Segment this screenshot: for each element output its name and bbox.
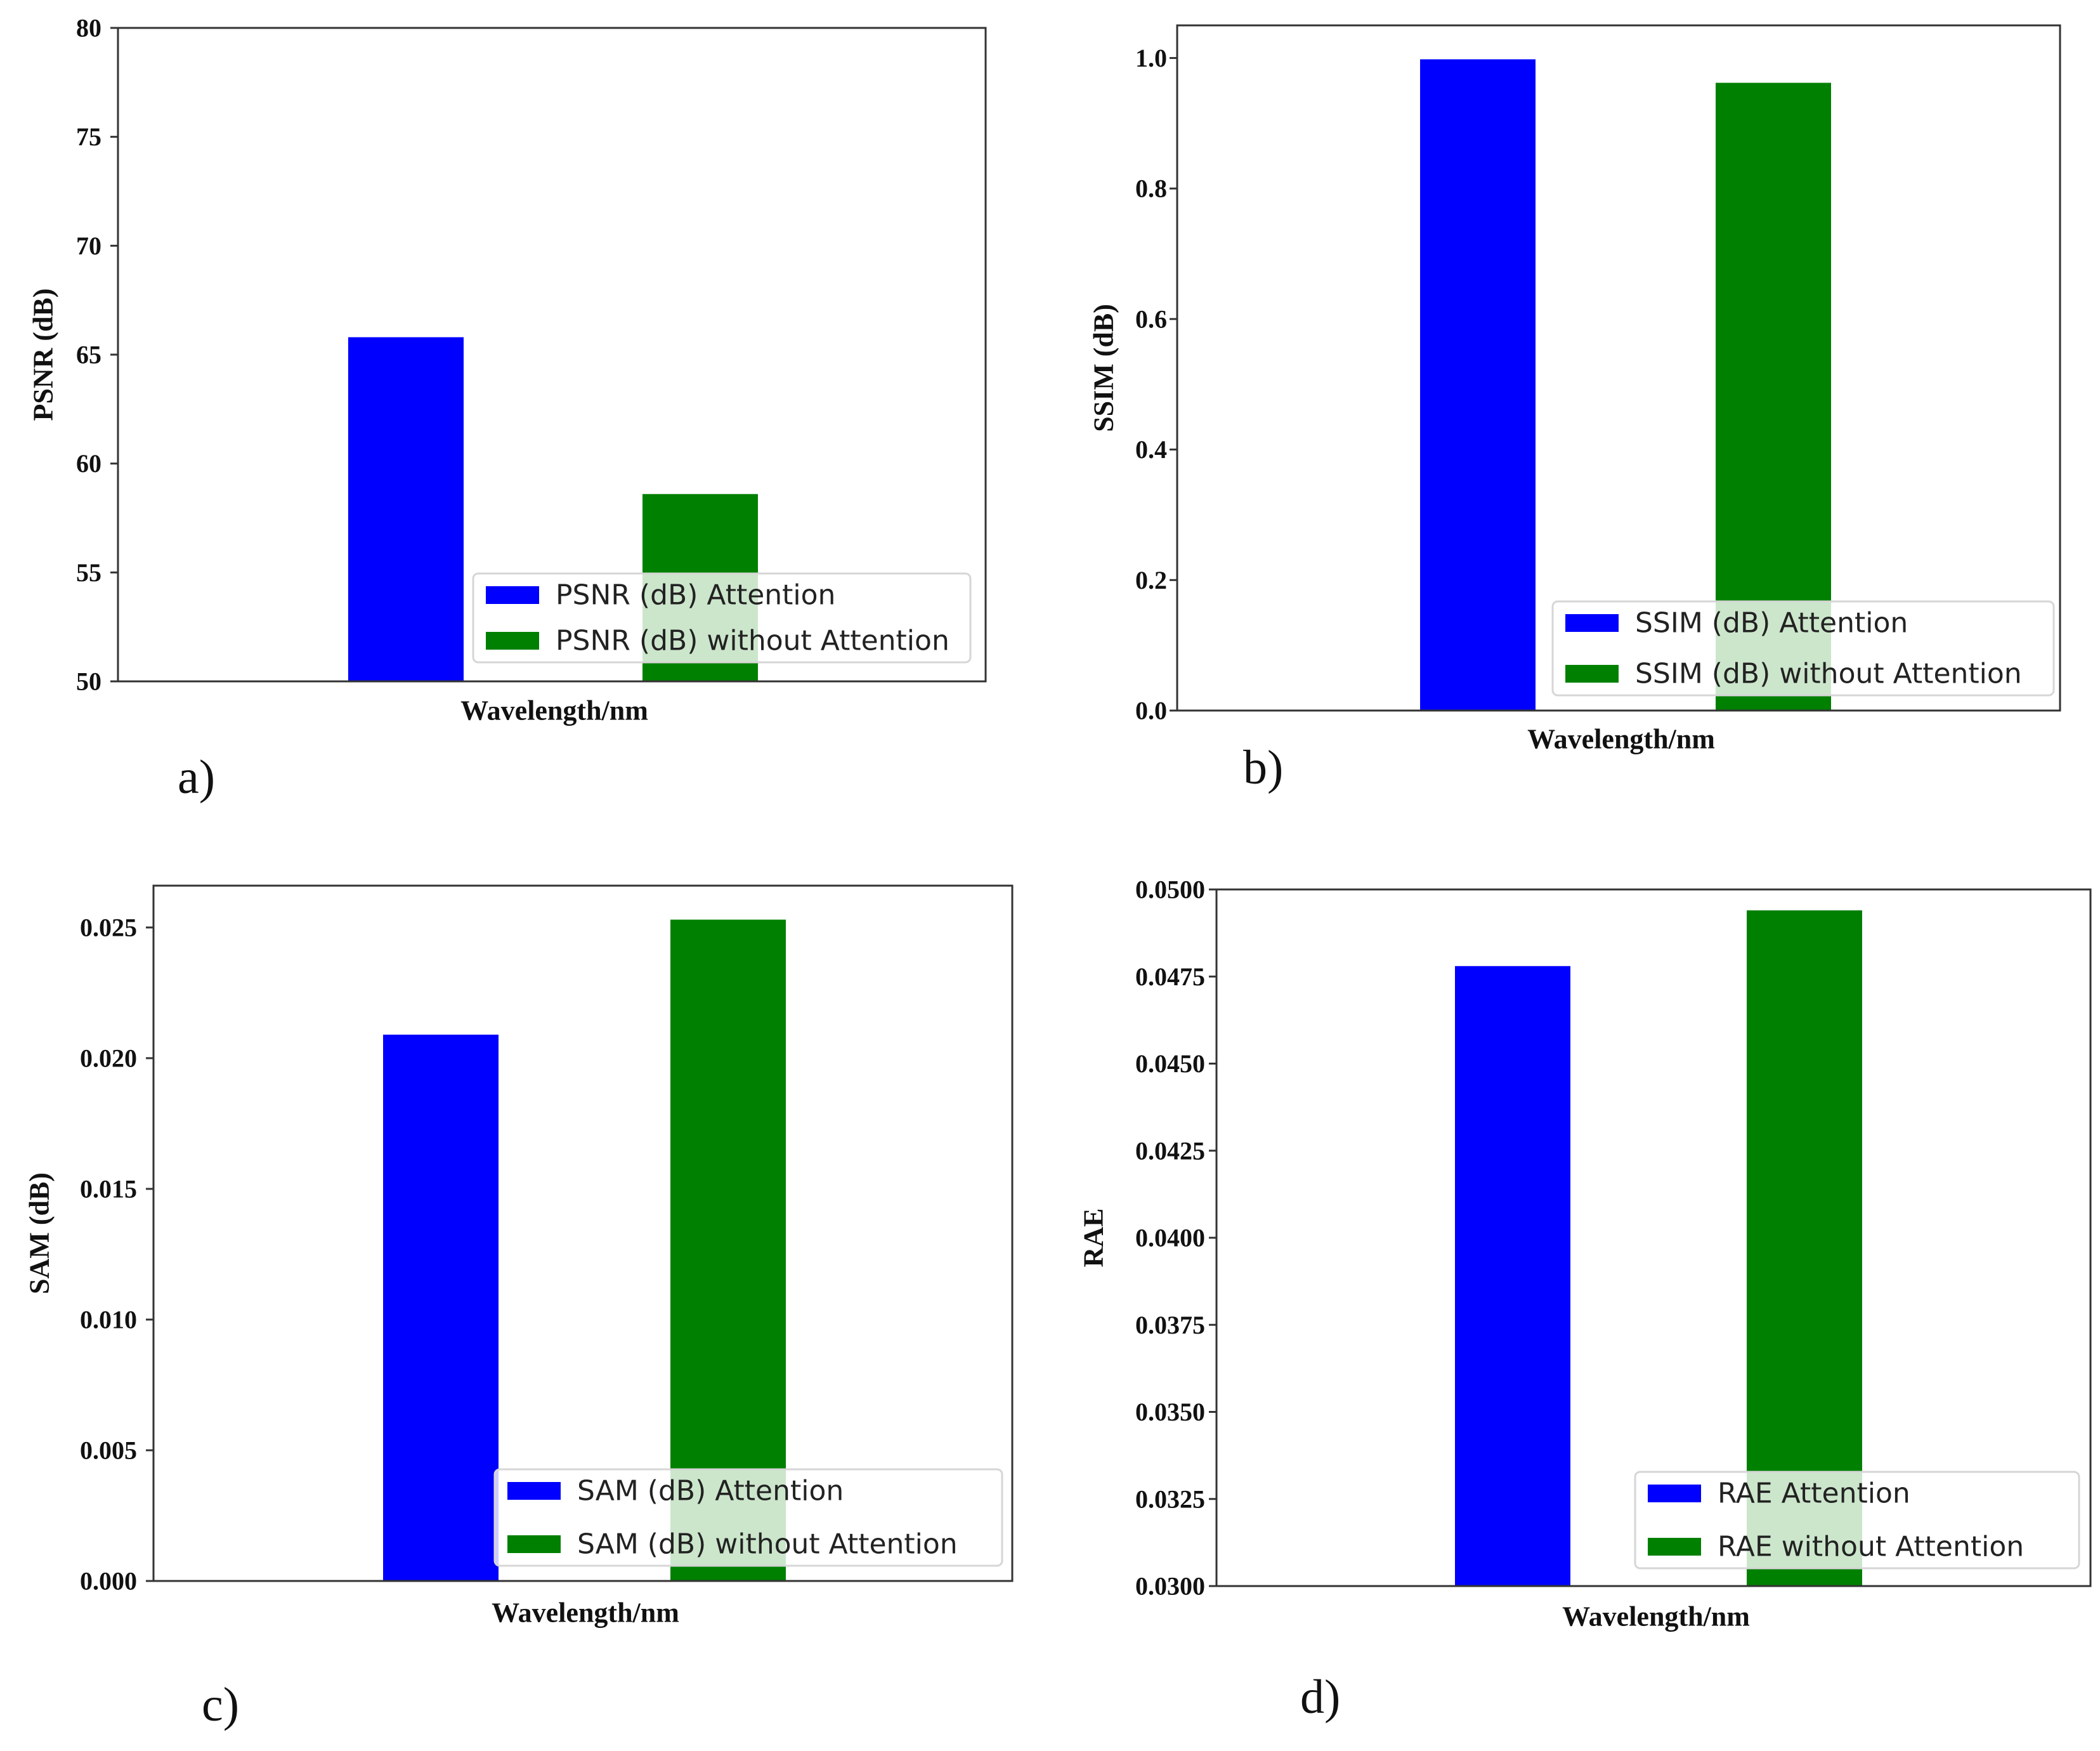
legend-label-without-attention: SAM (dB) without Attention [577, 1528, 958, 1561]
legend-label-attention: SAM (dB) Attention [577, 1475, 844, 1507]
x-axis-title: Wavelength/nm [1527, 724, 1715, 755]
y-tick-label: 0.2 [1135, 566, 1167, 594]
plot-frame [152, 884, 1014, 1582]
legend: PSNR (dB) Attention PSNR (dB) without Att… [472, 572, 972, 664]
legend-swatch-without-attention [507, 1535, 561, 1553]
chart-panel-4: 0.0300 0.0325 0.0350 0.0375 0.0400 0.0425 0.04… [1078, 876, 2092, 1724]
panel-label: b) [1243, 741, 1283, 794]
y-tick-label: 1.0 [1135, 44, 1167, 72]
y-tick-label: 0.0350 [1135, 1398, 1205, 1426]
y-tick-label: 0.0300 [1135, 1572, 1205, 1601]
legend: SAM (dB) Attention SAM (dB) without Atten… [493, 1468, 1003, 1567]
y-tick-label: 75 [76, 122, 101, 151]
legend-swatch-without-attention [1565, 665, 1619, 683]
legend-label-without-attention: PSNR (dB) without Attention [556, 625, 949, 657]
y-tick-label: 0.020 [80, 1044, 137, 1072]
y-tick-label: 0.4 [1135, 435, 1167, 464]
legend-swatch-without-attention [486, 632, 539, 650]
x-axis-title: Wavelength/nm [492, 1597, 679, 1629]
y-tick-label: 0.0475 [1135, 962, 1205, 991]
y-tick-label: 60 [76, 449, 101, 478]
chart-panel-3: 0.000 0.005 0.010 0.015 0.020 0.025 SAM (dB) Wa… [24, 884, 1014, 1731]
legend-label-without-attention: SSIM (dB) without Attention [1635, 658, 2022, 690]
legend-label-without-attention: RAE without Attention [1718, 1531, 2024, 1563]
y-tick-label: 0.0500 [1135, 876, 1205, 904]
bar-attention [383, 1034, 499, 1581]
chart-panel-2: 0.0 0.2 0.4 0.6 0.8 1.0 SSIM (dB) Wavelength/nm… [1088, 24, 2061, 794]
legend-swatch-attention [1648, 1485, 1701, 1502]
legend-swatch-attention [1565, 614, 1619, 632]
y-tick-label: 0.0325 [1135, 1485, 1205, 1513]
plot-frame [1176, 24, 2061, 712]
chart-panel-1: 50 55 60 65 70 75 80 PSNR (dB) Wavelength/nm PSNR… [28, 14, 987, 804]
legend-label-attention: SSIM (dB) Attention [1635, 607, 1908, 639]
y-tick-label: 0.0 [1135, 697, 1167, 725]
y-tick-label: 65 [76, 341, 101, 369]
y-tick-label: 0.8 [1135, 174, 1167, 203]
panel-label: d) [1300, 1670, 1340, 1724]
y-tick-label: 0.015 [80, 1174, 137, 1203]
legend-box [1551, 600, 2055, 697]
y-tick-label: 0.6 [1135, 305, 1167, 333]
bar-attention [1420, 59, 1536, 711]
y-tick-label: 70 [76, 232, 101, 260]
y-tick-label: 0.0400 [1135, 1224, 1205, 1252]
legend-box [472, 572, 972, 664]
legend-label-attention: RAE Attention [1718, 1478, 1910, 1510]
legend-box [1634, 1471, 2080, 1570]
legend: RAE Attention RAE without Attention [1634, 1471, 2080, 1570]
y-tick-label: 0.010 [80, 1305, 137, 1334]
legend-swatch-attention [486, 586, 539, 604]
x-axis-title: Wavelength/nm [460, 695, 648, 726]
bar-attention [348, 337, 464, 681]
y-tick-label: 0.000 [80, 1567, 137, 1596]
legend: SSIM (dB) Attention SSIM (dB) without Att… [1551, 600, 2055, 697]
y-tick-label: 0.025 [80, 913, 137, 941]
legend-label-attention: PSNR (dB) Attention [556, 579, 835, 612]
y-tick-label: 0.0375 [1135, 1311, 1205, 1339]
y-axis-title: SAM (dB) [24, 1172, 55, 1294]
y-tick-label: 0.005 [80, 1436, 137, 1464]
legend-swatch-attention [507, 1482, 561, 1500]
panel-label: c) [202, 1678, 239, 1731]
y-tick-label: 0.0425 [1135, 1136, 1205, 1165]
y-axis-title: RAE [1078, 1209, 1109, 1268]
x-axis-title: Wavelength/nm [1562, 1601, 1750, 1632]
y-axis-title: SSIM (dB) [1088, 304, 1119, 432]
y-tick-label: 80 [76, 14, 101, 43]
y-tick-label: 50 [76, 667, 101, 696]
panel-label: a) [178, 751, 215, 804]
y-tick-label: 0.0450 [1135, 1049, 1205, 1078]
legend-swatch-without-attention [1648, 1538, 1701, 1556]
bar-attention [1455, 966, 1570, 1586]
y-axis-title: PSNR (dB) [28, 288, 59, 421]
y-tick-label: 55 [76, 558, 101, 587]
legend-box [493, 1468, 1003, 1567]
